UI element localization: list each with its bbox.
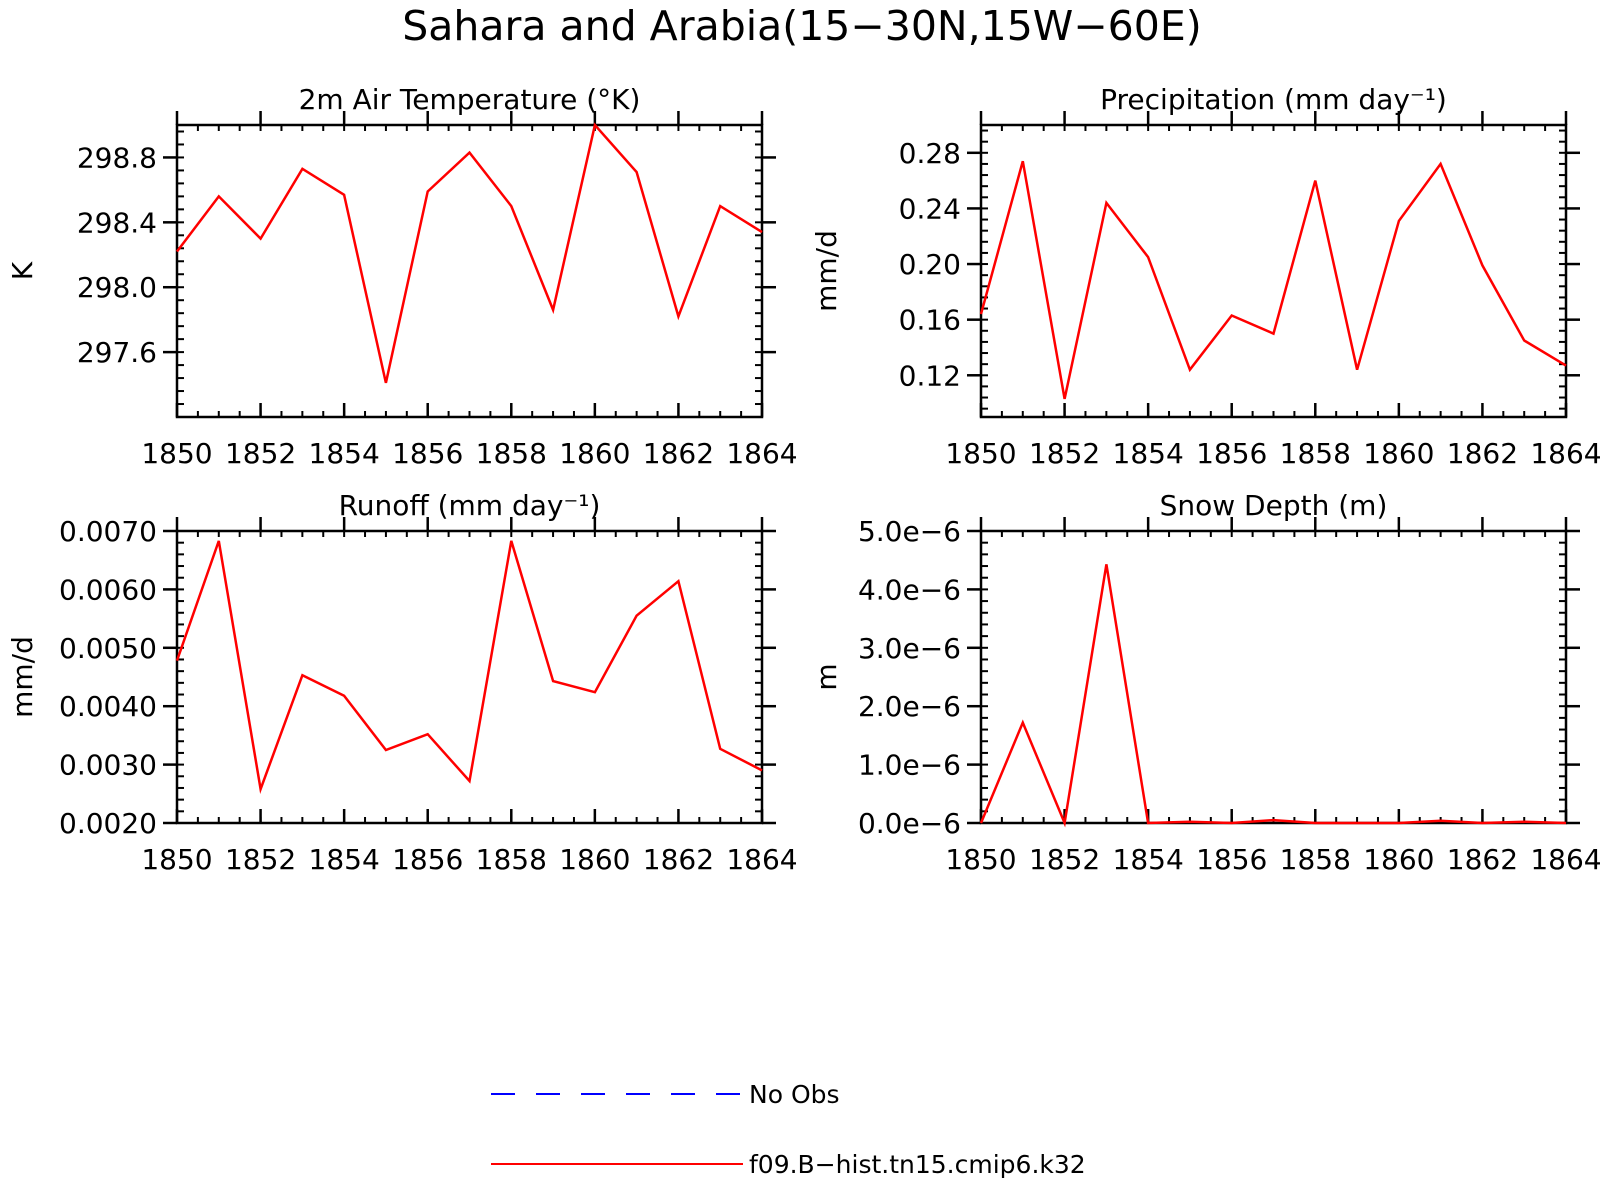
chart-panel-3: Runoff (mm day⁻¹) mm/d 1850 1852 1854 1856 185… xyxy=(6,489,798,876)
x-tick-label: 1858 xyxy=(476,437,547,470)
x-tick-label: 1860 xyxy=(559,843,630,876)
x-tick-label: 1864 xyxy=(1530,437,1601,470)
chart-panel-1: 2m Air Temperature (°K) K 1850 1852 1854 1856… xyxy=(6,83,798,470)
x-tick-label: 1856 xyxy=(1196,437,1267,470)
chart-panel-4: Snow Depth (m) m 1850 1852 1854 1856 1858 1860 1… xyxy=(810,489,1602,876)
chart-panels: 2m Air Temperature (°K) K 1850 1852 1854 1856… xyxy=(6,83,1602,876)
y-tick-label: 0.0e−6 xyxy=(858,807,961,840)
x-tick-label: 1856 xyxy=(1196,843,1267,876)
y-tick-label: 0.0020 xyxy=(59,807,157,840)
y-axis-label: mm/d xyxy=(6,636,39,718)
panel-title: Precipitation (mm day⁻¹) xyxy=(1100,83,1447,116)
y-tick-label: 0.0040 xyxy=(59,690,157,723)
x-tick-label: 1858 xyxy=(1280,843,1351,876)
x-tick-label: 1852 xyxy=(225,843,296,876)
legend-label-no-obs: No Obs xyxy=(749,1080,840,1109)
x-tick-label: 1852 xyxy=(1029,437,1100,470)
series-line-model xyxy=(979,160,1567,400)
x-tick-label: 1854 xyxy=(1113,843,1184,876)
x-tick-label: 1864 xyxy=(726,843,797,876)
y-tick-label: 3.0e−6 xyxy=(858,632,961,665)
chart-panel-2: Precipitation (mm day⁻¹) mm/d 1850 1852 1854… xyxy=(810,83,1602,470)
y-tick-label: 0.28 xyxy=(899,137,961,170)
y-tick-label: 0.0060 xyxy=(59,573,157,606)
panel-title: 2m Air Temperature (°K) xyxy=(299,83,641,116)
x-tick-label: 1850 xyxy=(945,437,1016,470)
x-tick-label: 1850 xyxy=(945,843,1016,876)
x-tick-label: 1854 xyxy=(309,437,380,470)
figure-title: Sahara and Arabia(15−30N,15W−60E) xyxy=(402,2,1202,50)
series-line-model xyxy=(175,540,763,794)
y-tick-label: 0.16 xyxy=(899,304,961,337)
x-tick-label: 1858 xyxy=(1280,437,1351,470)
legend-label-model: f09.B−hist.tn15.cmip6.k32 xyxy=(749,1150,1086,1179)
plot-frame xyxy=(175,123,764,419)
y-tick-label: 4.0e−6 xyxy=(858,573,961,606)
plot-frame xyxy=(979,123,1568,419)
x-tick-label: 1854 xyxy=(1113,437,1184,470)
x-tick-label: 1850 xyxy=(141,843,212,876)
y-tick-label: 0.0050 xyxy=(59,632,157,665)
x-tick-label: 1864 xyxy=(726,437,797,470)
y-tick-label: 0.0070 xyxy=(59,515,157,548)
x-tick-label: 1856 xyxy=(392,843,463,876)
y-tick-label: 1.0e−6 xyxy=(858,749,961,782)
x-tick-label: 1860 xyxy=(1363,437,1434,470)
series-line-model xyxy=(176,122,763,384)
y-axis-label: mm/d xyxy=(810,230,843,312)
y-tick-label: 0.20 xyxy=(899,248,961,281)
x-tick-label: 1858 xyxy=(476,843,547,876)
y-tick-label: 298.8 xyxy=(77,141,157,174)
y-axis-label: K xyxy=(6,261,39,280)
x-tick-label: 1854 xyxy=(309,843,380,876)
x-tick-label: 1862 xyxy=(643,437,714,470)
series-line-model xyxy=(979,564,1567,828)
y-tick-label: 0.0030 xyxy=(59,749,157,782)
y-tick-label: 0.12 xyxy=(899,359,961,392)
x-tick-label: 1856 xyxy=(392,437,463,470)
y-tick-label: 0.24 xyxy=(899,192,961,225)
x-tick-label: 1862 xyxy=(1447,437,1518,470)
legend: No Obs f09.B−hist.tn15.cmip6.k32 xyxy=(491,1080,1086,1179)
y-tick-label: 5.0e−6 xyxy=(858,515,961,548)
x-tick-label: 1852 xyxy=(225,437,296,470)
y-tick-label: 298.4 xyxy=(77,206,157,239)
plot-frame xyxy=(979,529,1568,825)
y-tick-label: 2.0e−6 xyxy=(858,690,961,723)
x-tick-label: 1862 xyxy=(1447,843,1518,876)
x-tick-label: 1860 xyxy=(1363,843,1434,876)
x-tick-label: 1862 xyxy=(643,843,714,876)
x-tick-label: 1852 xyxy=(1029,843,1100,876)
y-axis-label: m xyxy=(810,663,843,690)
y-tick-label: 297.6 xyxy=(77,336,157,369)
y-tick-label: 298.0 xyxy=(77,271,157,304)
x-tick-label: 1850 xyxy=(141,437,212,470)
panel-title: Runoff (mm day⁻¹) xyxy=(339,489,601,522)
x-tick-label: 1860 xyxy=(559,437,630,470)
panel-title: Snow Depth (m) xyxy=(1160,489,1388,522)
x-tick-label: 1864 xyxy=(1530,843,1601,876)
